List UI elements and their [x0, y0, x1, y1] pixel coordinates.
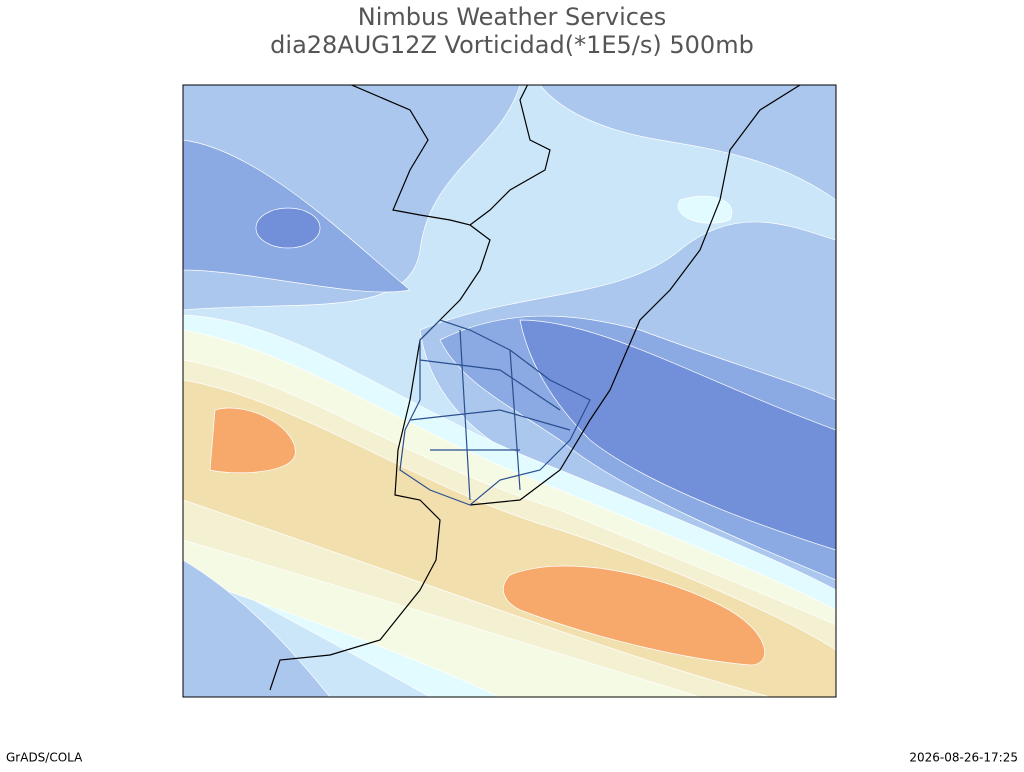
subtitle: dia28AUG12Z Vorticidad(*1E5/s) 500mb: [270, 31, 754, 59]
footer-right: 2026-08-26-17:25: [909, 751, 1018, 765]
field: [183, 85, 836, 697]
coastlines: [269, 85, 802, 691]
title: Nimbus Weather Services: [358, 3, 666, 31]
footer-left: GrADS/COLA: [6, 751, 83, 765]
plot-frame: [182, 84, 837, 698]
